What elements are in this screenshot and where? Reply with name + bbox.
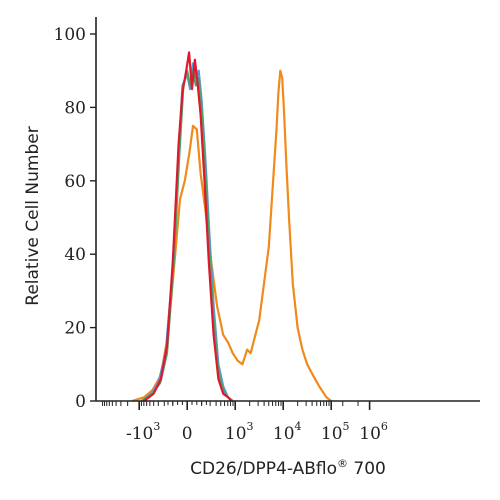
x-axis-title-main: CD26/DPP4-ABflo	[190, 459, 337, 479]
histogram-series-4	[143, 51, 233, 402]
y-axis: 0 20 40 60 80 100	[54, 25, 96, 412]
x-tick-label: -103	[126, 420, 160, 444]
y-tick-label: 60	[64, 172, 86, 192]
x-tick-label: 105	[321, 420, 350, 444]
x-tick-label: 103	[225, 420, 254, 444]
y-tick-label: 20	[64, 319, 86, 339]
x-tick-label: 0	[182, 424, 193, 444]
x-axis-title-mark: ®	[337, 457, 348, 470]
series-layer	[131, 51, 332, 403]
x-axis-title: CD26/DPP4-ABflo® 700	[190, 457, 386, 479]
x-tick-label: 106	[359, 420, 388, 444]
histogram-series-1	[131, 69, 332, 403]
histogram-series-3	[140, 69, 234, 402]
x-axis: -103 0 103 104 105 106	[102, 401, 388, 444]
y-tick-label: 40	[64, 245, 86, 265]
y-tick-label: 100	[54, 25, 86, 45]
histogram-series-2	[140, 62, 234, 402]
y-tick-label: 80	[64, 98, 86, 118]
y-tick-label: 0	[75, 392, 86, 412]
x-tick-label: 104	[273, 420, 302, 444]
y-axis-title: Relative Cell Number	[23, 126, 43, 305]
x-axis-title-suffix: 700	[348, 459, 386, 479]
